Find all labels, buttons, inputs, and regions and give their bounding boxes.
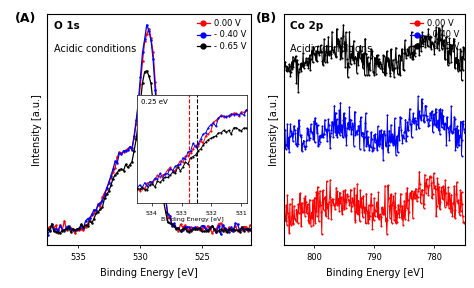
Text: Co 2p: Co 2p bbox=[290, 21, 323, 31]
Text: (A): (A) bbox=[15, 12, 36, 25]
Text: O 1s: O 1s bbox=[54, 21, 79, 31]
Legend: 0.00 V, - 0.40 V, - 0.65 V: 0.00 V, - 0.40 V, - 0.65 V bbox=[410, 18, 460, 51]
X-axis label: Binding Energy [eV]: Binding Energy [eV] bbox=[326, 268, 423, 278]
Y-axis label: Intensity [a.u.]: Intensity [a.u.] bbox=[32, 94, 42, 166]
Text: (B): (B) bbox=[255, 12, 277, 25]
Text: Acidic conditions: Acidic conditions bbox=[290, 44, 372, 54]
Text: Acidic conditions: Acidic conditions bbox=[54, 44, 136, 54]
X-axis label: Binding Energy [eV]: Binding Energy [eV] bbox=[100, 268, 198, 278]
Y-axis label: Intensity [a.u.]: Intensity [a.u.] bbox=[269, 94, 279, 166]
Legend: 0.00 V, - 0.40 V, - 0.65 V: 0.00 V, - 0.40 V, - 0.65 V bbox=[196, 18, 247, 51]
